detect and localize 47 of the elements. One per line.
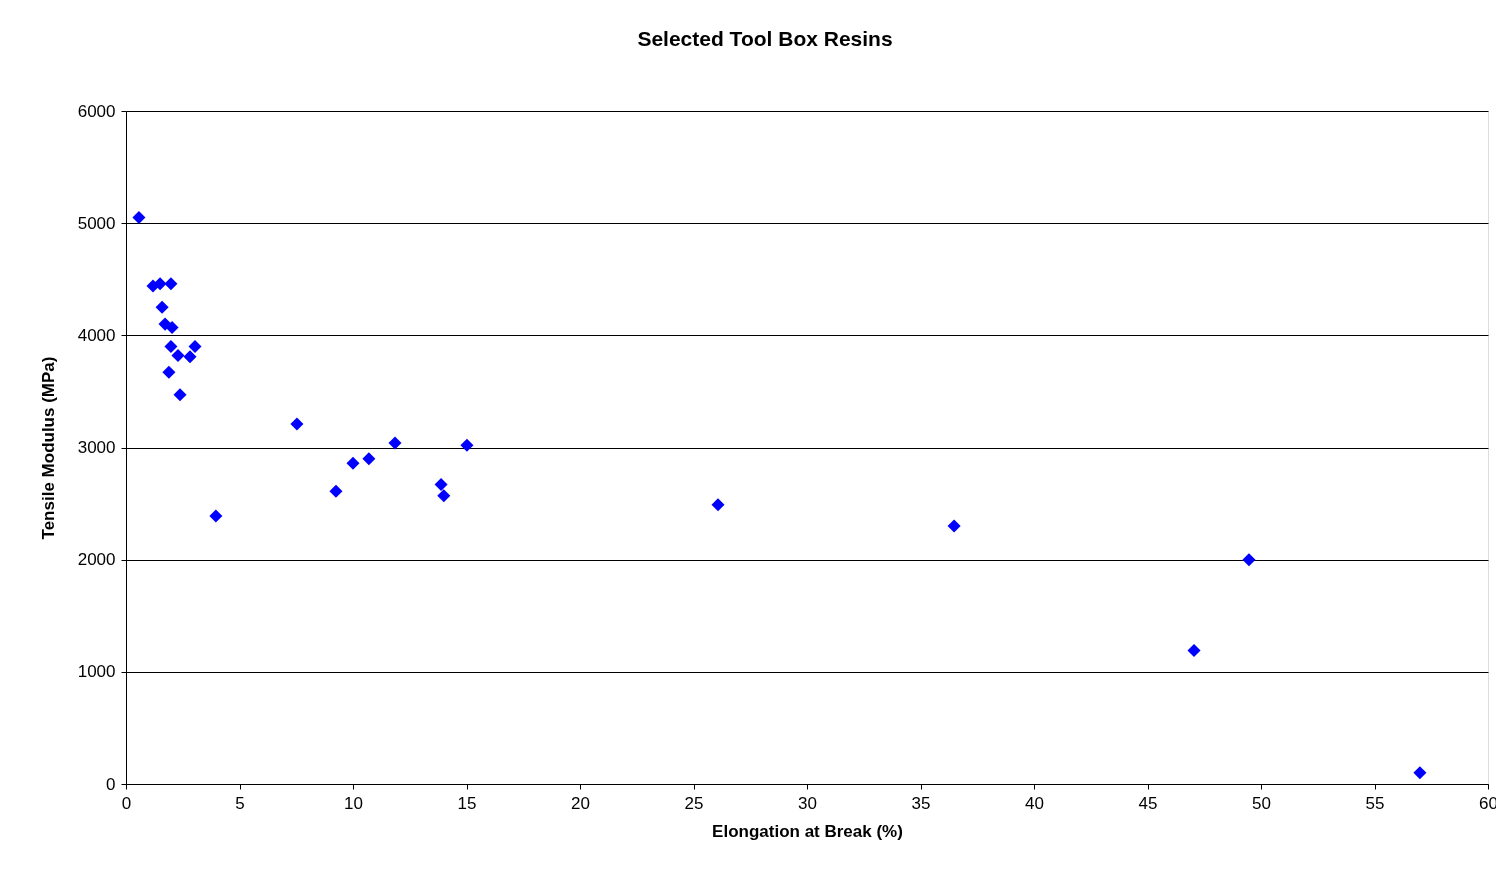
point — [188, 340, 202, 354]
x-tick-label: 5 — [235, 793, 245, 813]
point — [1187, 644, 1201, 658]
point — [711, 498, 725, 512]
point — [362, 452, 376, 466]
y-tick-label: 1000 — [77, 662, 116, 682]
x-tick-label: 45 — [1138, 793, 1158, 813]
point — [1413, 766, 1427, 780]
point — [164, 340, 178, 354]
x-tick-label: 30 — [798, 793, 817, 813]
point — [290, 417, 304, 431]
x-tick-label: 40 — [1025, 793, 1044, 813]
point — [165, 320, 179, 334]
x-tick-label: 20 — [571, 793, 590, 813]
point — [173, 388, 187, 402]
point — [164, 277, 178, 291]
x-axis-title: Elongation at Break (%) — [712, 821, 903, 841]
x-tick-label: 55 — [1365, 793, 1385, 813]
point — [183, 350, 197, 364]
point — [209, 509, 223, 523]
y-tick-label: 6000 — [77, 101, 116, 121]
point — [171, 349, 185, 363]
x-tick-label: 0 — [121, 793, 132, 813]
x-tick-label: 50 — [1252, 793, 1271, 813]
x-tick-label: 35 — [911, 793, 931, 813]
y-tick-label: 5000 — [77, 213, 116, 233]
y-tick-label: 4000 — [77, 325, 116, 345]
y-axis-title: Tensile Modulus (MPa) — [38, 356, 58, 540]
point — [1242, 553, 1256, 567]
point — [460, 438, 474, 452]
point — [346, 456, 360, 470]
x-tick-label: 15 — [457, 793, 477, 813]
point — [947, 519, 961, 533]
point — [329, 484, 343, 498]
point — [434, 478, 448, 492]
y-tick-label: 0 — [106, 774, 116, 794]
point — [153, 277, 167, 291]
point — [388, 436, 402, 450]
point — [437, 489, 451, 503]
point — [132, 211, 146, 225]
y-tick-label: 3000 — [77, 438, 116, 457]
point — [155, 300, 169, 314]
x-tick-label: 10 — [344, 793, 363, 813]
point — [162, 365, 176, 379]
y-tick-label: 2000 — [77, 550, 116, 570]
x-tick-label: 25 — [684, 793, 704, 813]
chart-title: Selected Tool Box Resins — [637, 27, 893, 50]
